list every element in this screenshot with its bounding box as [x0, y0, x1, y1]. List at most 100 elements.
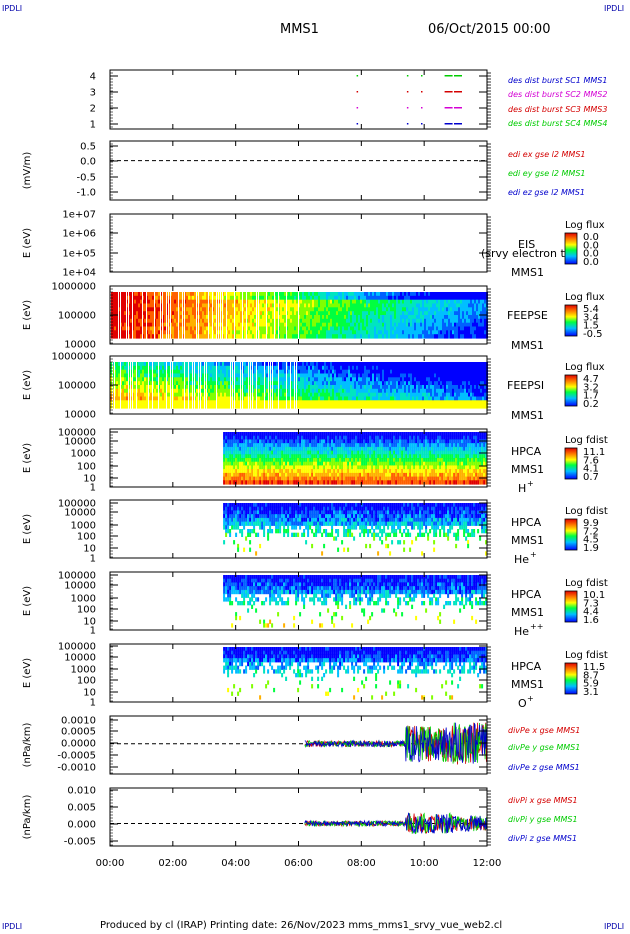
spectro-cell	[422, 303, 424, 308]
spectro-cell	[226, 377, 228, 382]
spectro-cell	[476, 400, 478, 405]
spectro-cell	[282, 322, 284, 328]
spectro-cell	[342, 392, 344, 398]
spectro-cell	[124, 388, 126, 394]
spectro-cell	[300, 322, 302, 328]
spectro-cell	[262, 400, 264, 405]
spectro-cell	[136, 330, 138, 335]
spectro-cell	[448, 362, 450, 367]
spectro-cell	[300, 307, 302, 312]
spectro-cell	[378, 311, 380, 316]
spectro-cell	[320, 362, 322, 367]
spectro-cell	[480, 362, 482, 367]
spectro-cell	[370, 295, 372, 301]
spectro-cell	[274, 377, 276, 382]
spectro-cell	[224, 388, 226, 394]
spectro-cell	[412, 377, 414, 382]
spectro-cell	[316, 388, 318, 394]
spectro-cell	[310, 326, 312, 331]
spectro-cell	[404, 318, 406, 324]
spectro-cell	[310, 307, 312, 312]
spectro-cell	[142, 381, 144, 386]
spectro-cell	[268, 315, 270, 320]
spectro-cell	[114, 330, 116, 335]
spectro-cell	[212, 400, 214, 405]
spectro-cell	[400, 299, 402, 305]
spectro-cell	[474, 315, 476, 320]
spectro-cell	[354, 404, 356, 409]
spectro-cell	[448, 330, 450, 335]
spectro-cell	[356, 400, 358, 405]
spectro-cell	[144, 385, 146, 390]
spectro-cell	[284, 295, 286, 301]
spectro-cell	[122, 369, 124, 375]
spectro-cell	[414, 400, 416, 405]
spectro-cell	[390, 385, 392, 390]
spectro-cell	[158, 330, 160, 335]
spectro-cell	[334, 362, 336, 367]
spectro-cell	[266, 396, 268, 401]
spectro-cell	[228, 400, 230, 405]
spectro-cell	[458, 295, 460, 301]
spectro-cell	[364, 381, 366, 386]
spectro-cell	[238, 322, 240, 328]
spectro-cell	[414, 307, 416, 312]
spectro-cell	[396, 385, 398, 390]
burst-mark	[356, 75, 359, 77]
spectro-cell	[376, 322, 378, 328]
spectro-cell	[304, 307, 306, 312]
spectro-cell	[374, 322, 376, 328]
spectro-cell	[336, 404, 338, 409]
spectro-cell	[260, 299, 262, 305]
spectro-cell	[176, 315, 178, 320]
spectro-cell	[334, 330, 336, 335]
spectro-cell	[180, 404, 182, 409]
spectro-cell	[456, 295, 458, 301]
spectro-cell	[440, 404, 442, 409]
spectro-cell	[204, 295, 206, 301]
spectro-cell	[480, 385, 482, 390]
spectro-cell	[470, 303, 472, 308]
spectro-cell	[478, 392, 480, 398]
spectro-cell	[384, 385, 386, 390]
spectro-cell	[210, 330, 212, 335]
spectro-cell	[422, 369, 424, 375]
spectro-cell	[112, 299, 114, 305]
spectro-cell	[456, 373, 458, 378]
spectro-cell	[362, 292, 364, 297]
data-gap	[246, 290, 247, 340]
spectro-cell	[480, 303, 482, 308]
spectro-cell	[362, 392, 364, 398]
spectro-cell	[420, 307, 422, 312]
spectro-cell	[306, 334, 308, 339]
spectro-cell	[146, 404, 148, 409]
spectro-cell	[310, 369, 312, 375]
spectro-cell	[402, 318, 404, 324]
spectro-cell	[470, 334, 472, 339]
spectro-cell	[466, 388, 468, 394]
spectro-cell	[228, 388, 230, 394]
spectro-cell	[418, 295, 420, 301]
spectro-cell	[164, 303, 166, 308]
spectro-cell	[484, 365, 486, 371]
spectro-cell	[442, 388, 444, 394]
spectro-cell	[272, 318, 274, 324]
spectro-cell	[398, 318, 400, 324]
colorbar	[564, 304, 578, 337]
spectro-cell	[428, 362, 430, 367]
spectro-cell	[372, 377, 374, 382]
spectro-cell	[348, 295, 350, 301]
spectro-cell	[378, 295, 380, 301]
spectro-cell	[380, 318, 382, 324]
spectro-cell	[222, 385, 224, 390]
spectro-cell	[190, 377, 192, 382]
spectro-cell	[262, 381, 264, 386]
spectro-cell	[134, 303, 136, 308]
y-tick-label: 1	[90, 120, 96, 131]
spectro-cell	[196, 362, 198, 367]
spectro-cell	[162, 385, 164, 390]
spectro-cell	[254, 303, 256, 308]
spectro-cell	[356, 388, 358, 394]
data-gap	[258, 290, 259, 340]
spectro-cell	[460, 292, 462, 297]
